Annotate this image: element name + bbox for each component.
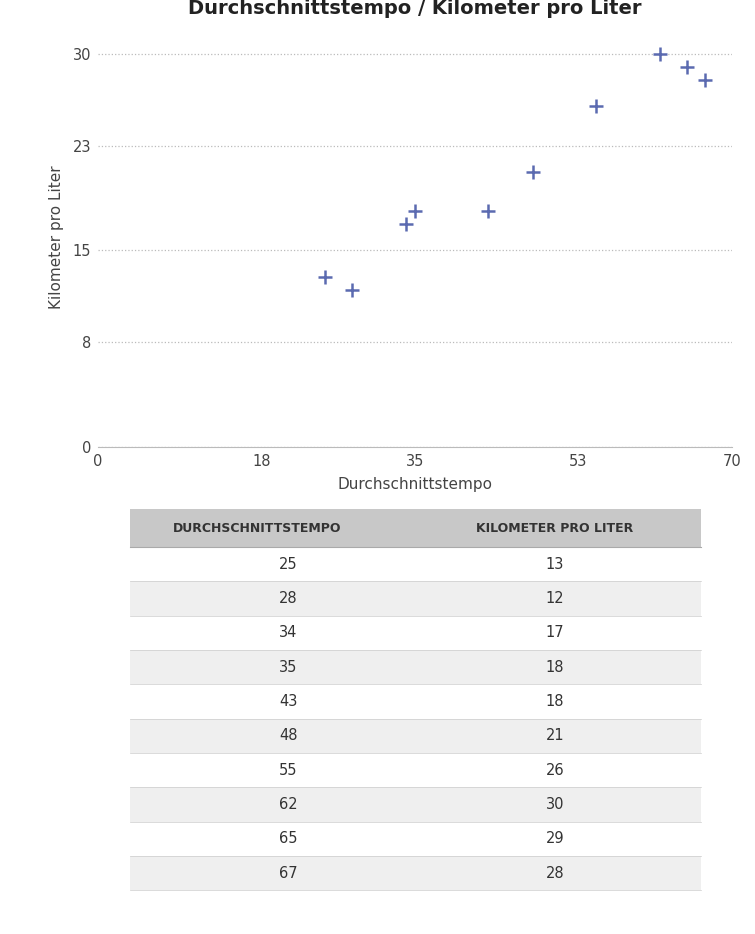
Point <box>400 217 412 232</box>
Text: 25: 25 <box>279 557 297 572</box>
Text: 28: 28 <box>545 866 564 881</box>
Bar <box>130 547 701 581</box>
Text: 48: 48 <box>279 729 297 743</box>
X-axis label: Durchschnittstempo: Durchschnittstempo <box>337 477 493 492</box>
Point <box>681 60 693 75</box>
Text: 35: 35 <box>279 659 297 674</box>
Bar <box>130 787 701 822</box>
Title: Streudiagramm
Durchschnittstempo / Kilometer pro Liter: Streudiagramm Durchschnittstempo / Kilom… <box>189 0 642 18</box>
Text: 67: 67 <box>279 866 297 881</box>
Text: 55: 55 <box>279 762 297 778</box>
Text: 21: 21 <box>545 729 564 743</box>
Bar <box>130 616 701 650</box>
Text: 65: 65 <box>279 831 297 846</box>
Text: 34: 34 <box>279 625 297 641</box>
Point <box>319 269 331 284</box>
Y-axis label: Kilometer pro Liter: Kilometer pro Liter <box>49 165 64 309</box>
Point <box>409 204 421 219</box>
Text: 18: 18 <box>546 694 564 709</box>
Bar <box>130 581 701 616</box>
Text: KILOMETER PRO LITER: KILOMETER PRO LITER <box>476 522 633 534</box>
Text: 30: 30 <box>546 797 564 812</box>
Text: 13: 13 <box>546 557 564 572</box>
Text: 12: 12 <box>545 591 564 606</box>
Bar <box>130 753 701 787</box>
Bar <box>130 685 701 718</box>
Text: 43: 43 <box>279 694 297 709</box>
Point <box>482 204 494 219</box>
Text: 26: 26 <box>545 762 564 778</box>
Point <box>590 99 602 114</box>
Bar <box>130 650 701 685</box>
Bar <box>130 856 701 890</box>
Bar <box>130 718 701 753</box>
Text: 62: 62 <box>279 797 297 812</box>
Text: 18: 18 <box>546 659 564 674</box>
Point <box>699 73 711 88</box>
Point <box>654 47 666 62</box>
Bar <box>130 509 701 547</box>
Point <box>527 164 539 179</box>
Text: 17: 17 <box>545 625 564 641</box>
Text: 28: 28 <box>279 591 297 606</box>
Text: DURCHSCHNITTSTEMPO: DURCHSCHNITTSTEMPO <box>172 522 341 534</box>
Bar <box>130 822 701 856</box>
Point <box>346 282 358 297</box>
Text: 29: 29 <box>545 831 564 846</box>
